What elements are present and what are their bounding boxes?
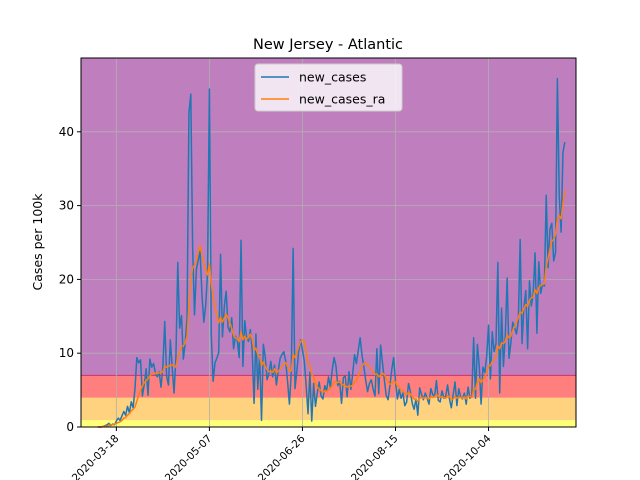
- x-tick-label: 2020-08-15: [349, 433, 401, 480]
- chart-title: New Jersey - Atlantic: [253, 37, 403, 53]
- risk-band-1: [81, 397, 576, 420]
- x-tick-label: 2020-06-26: [256, 432, 308, 480]
- y-tick-label: 0: [66, 420, 74, 434]
- legend-label: new_cases_ra: [299, 92, 385, 107]
- grid: [81, 58, 576, 428]
- y-tick-label: 30: [59, 199, 74, 213]
- series-line-new-cases-ra: [97, 189, 566, 428]
- y-axis: 0 10 20 30 40: [59, 125, 81, 434]
- series-line-new-cases: [97, 77, 566, 428]
- plot-frame: [80, 57, 577, 428]
- legend-box: [254, 63, 403, 112]
- legend-label: new_cases: [299, 70, 366, 85]
- y-tick-label: 20: [59, 272, 74, 286]
- y-tick-label: 10: [59, 346, 74, 360]
- y-tick-label: 40: [59, 125, 74, 139]
- risk-band-0: [81, 419, 576, 427]
- x-tick-label: 2020-05-07: [163, 433, 215, 480]
- x-axis: 2020-03-18 2020-05-07 2020-06-26 2020-08-15…: [70, 427, 494, 480]
- y-axis-label: Cases per 100k: [30, 193, 45, 291]
- series-lines: [97, 77, 566, 428]
- x-tick-label: 2020-03-18: [70, 433, 122, 480]
- x-tick-label: 2020-10-04: [442, 432, 494, 480]
- legend: new_cases new_cases_ra: [254, 63, 403, 112]
- risk-band-2: [81, 375, 576, 398]
